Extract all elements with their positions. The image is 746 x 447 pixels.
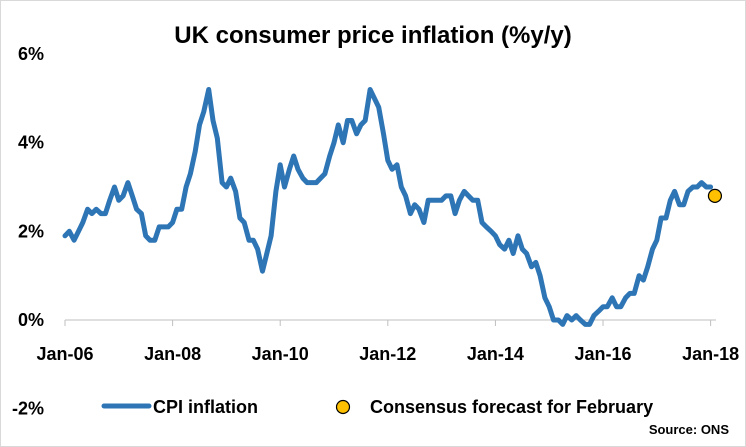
legend-dot-swatch (335, 399, 351, 415)
forecast-point (707, 188, 723, 203)
x-axis: Jan-06 Jan-08 Jan-10 Jan-12 Jan-14 Jan-16 Jan-… (36, 319, 739, 364)
y-tick-label: 4% (18, 133, 44, 153)
x-tick-label: Jan-18 (682, 344, 739, 364)
source-note: Source: ONS (649, 422, 730, 437)
y-axis-ticks: 6% 4% 2% 0% -2% (12, 44, 44, 419)
y-tick-label: 0% (18, 310, 44, 330)
x-tick-label: Jan-12 (359, 344, 416, 364)
x-tick-label: Jan-14 (467, 344, 524, 364)
chart-title: UK consumer price inflation (%y/y) (174, 22, 571, 49)
y-tick-label: 6% (18, 44, 44, 64)
x-tick-label: Jan-08 (144, 344, 201, 364)
series-layer (62, 87, 723, 327)
x-tick-label: Jan-10 (252, 344, 309, 364)
x-tick-label: Jan-06 (36, 344, 93, 364)
legend-label-cpi: CPI inflation (153, 397, 258, 417)
x-tick-label: Jan-16 (574, 344, 631, 364)
y-tick-label: 2% (18, 221, 44, 241)
series-line-cpi (62, 87, 714, 327)
y-tick-label: -2% (12, 399, 44, 419)
legend-label-forecast: Consensus forecast for February (370, 397, 653, 417)
legend: CPI inflation Consensus forecast for Feb… (101, 397, 653, 417)
